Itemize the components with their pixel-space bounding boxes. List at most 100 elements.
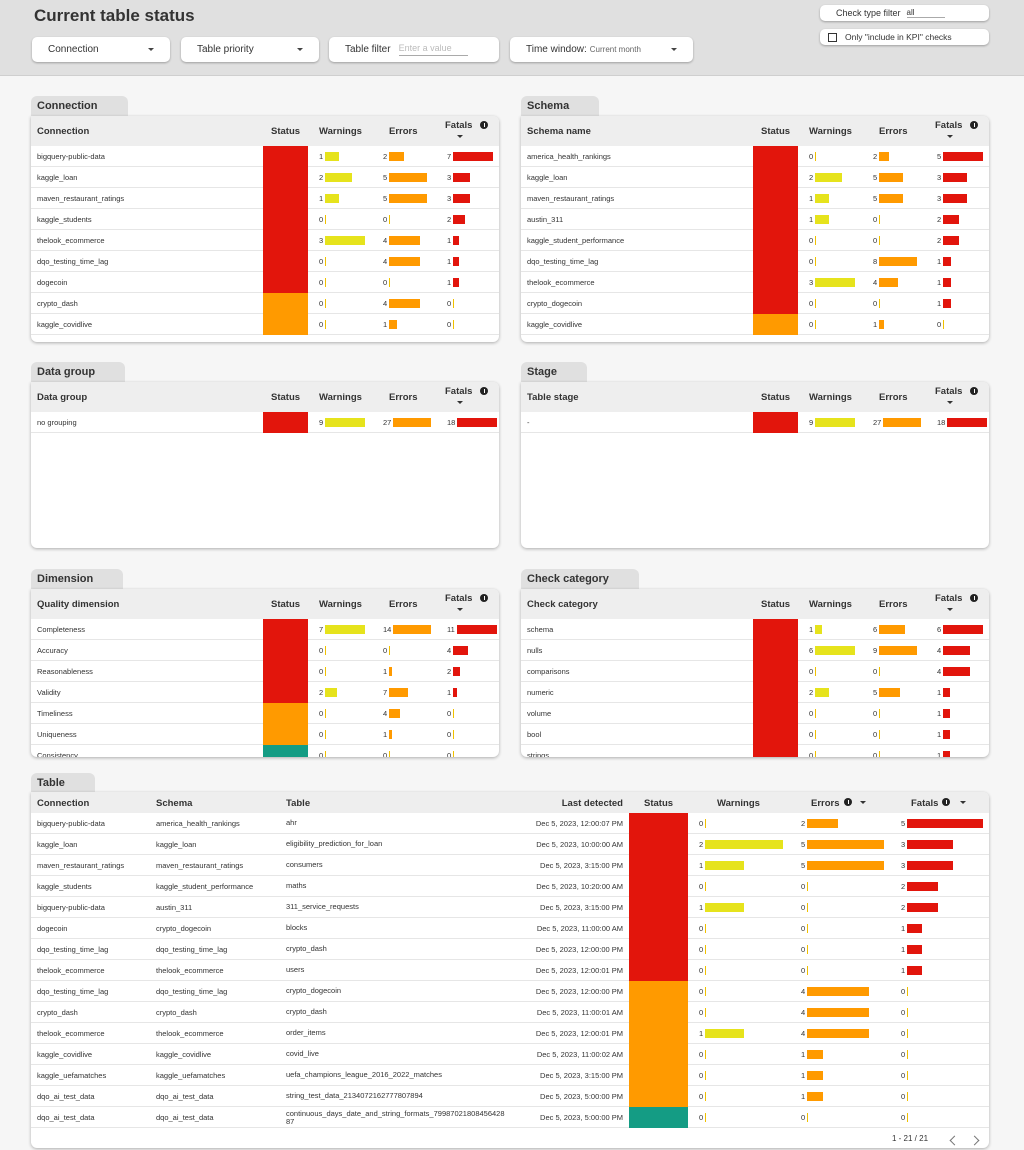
sort-arrow[interactable] — [457, 401, 463, 404]
fatals-bar — [907, 966, 923, 975]
errors-count: 5 — [383, 194, 388, 203]
warnings-bar — [815, 299, 817, 308]
fatals-bar — [943, 257, 952, 266]
column-header: Status — [271, 126, 301, 137]
checkbox[interactable] — [828, 32, 837, 42]
status-indicator — [753, 619, 798, 640]
schema: austin_311 — [156, 903, 193, 912]
warnings-bar — [815, 730, 817, 739]
warnings-cell: 7 — [319, 619, 366, 640]
input-placeholder[interactable]: Enter a value — [398, 43, 468, 56]
table-filter[interactable]: Table filter Enter a value — [329, 37, 499, 62]
fatals-bar — [453, 194, 471, 203]
row-name: comparisons — [527, 667, 570, 676]
warnings-count: 6 — [809, 646, 814, 655]
table-rows: bigquery-public-data america_health_ranki… — [31, 813, 989, 1128]
sort-arrow[interactable] — [860, 801, 866, 804]
value: all — [906, 8, 945, 18]
column-header: Errors — [389, 392, 418, 403]
fatals-bar — [453, 646, 468, 655]
warnings-cell: 0 — [699, 1002, 707, 1023]
row-name: schema — [527, 625, 554, 634]
panel-card: Table stage Status Warnings Errors Fatals - 9 2… — [521, 382, 989, 548]
errors-cell: 5 — [801, 834, 885, 855]
status-indicator — [629, 1044, 688, 1065]
fatals-bar — [907, 1050, 909, 1059]
errors-count: 9 — [873, 646, 878, 655]
warnings-cell: 1 — [699, 1023, 745, 1044]
table-row: dogecoin 0 0 1 — [31, 272, 499, 293]
warnings-count: 0 — [809, 299, 814, 308]
sort-arrow[interactable] — [947, 608, 953, 611]
sort-arrow[interactable] — [960, 801, 966, 804]
warnings-count: 0 — [809, 709, 814, 718]
check-type-filter[interactable]: Check type filter all — [820, 5, 989, 21]
sort-arrow[interactable] — [947, 401, 953, 404]
table-row: Uniqueness 0 1 0 — [31, 724, 499, 745]
errors-count: 0 — [873, 730, 878, 739]
fatals-count: 4 — [937, 646, 942, 655]
last-detected: Dec 5, 2023, 12:00:00 PM — [535, 987, 623, 996]
warnings-cell: 0 — [319, 661, 327, 682]
warnings-bar — [705, 1050, 707, 1059]
fatals-cell: 1 — [937, 745, 950, 757]
next-page[interactable] — [969, 1135, 980, 1146]
errors-bar — [807, 903, 809, 912]
sort-arrow[interactable] — [457, 608, 463, 611]
connection: bigquery-public-data — [37, 903, 105, 912]
errors-count: 0 — [801, 1113, 806, 1122]
warnings-count: 0 — [699, 966, 704, 975]
warnings-count: 0 — [699, 882, 704, 891]
table-row: dqo_ai_test_data dqo_ai_test_data continuo… — [31, 1107, 989, 1128]
warnings-count: 7 — [319, 625, 324, 634]
warnings-cell: 0 — [809, 293, 817, 314]
prev-page[interactable] — [949, 1135, 960, 1146]
sort-arrow[interactable] — [947, 135, 953, 138]
fatals-bar — [907, 1113, 909, 1122]
time-window-filter[interactable]: Time window: Current month — [510, 37, 693, 62]
fatals-cell: 3 — [447, 167, 471, 188]
status-indicator — [263, 619, 308, 640]
status-indicator — [263, 188, 308, 209]
status-indicator — [263, 167, 308, 188]
warnings-bar — [325, 646, 327, 655]
connection-filter[interactable]: Connection — [32, 37, 170, 62]
warnings-bar — [325, 194, 339, 203]
schema: crypto_dash — [156, 1008, 197, 1017]
errors-count: 8 — [873, 257, 878, 266]
fatals-count: 1 — [937, 751, 942, 757]
kpi-checkbox[interactable]: Only "include in KPI" checks — [820, 29, 989, 45]
errors-count: 27 — [873, 418, 882, 427]
fatals-count: 3 — [901, 840, 906, 849]
sort-arrow[interactable] — [457, 135, 463, 138]
panel-rows: Completeness 7 14 11 Accuracy 0 0 4 Reasonablene… — [31, 619, 499, 757]
status-indicator — [629, 918, 688, 939]
warnings-bar — [705, 1113, 707, 1122]
panel-rows: america_health_rankings 0 2 5 kaggle_loan 2 5 3… — [521, 146, 989, 342]
warnings-cell: 3 — [319, 230, 366, 251]
label: Table filter — [345, 44, 391, 55]
table-row: no grouping 9 27 18 — [31, 412, 499, 433]
status-indicator — [263, 682, 308, 703]
errors-count: 4 — [801, 1029, 806, 1038]
priority-filter[interactable]: Table priority — [181, 37, 319, 62]
table-card: Connection Schema Table Last detected Status… — [31, 792, 989, 1148]
warnings-cell: 0 — [699, 960, 707, 981]
errors-cell: 0 — [801, 897, 809, 918]
warnings-count: 0 — [809, 730, 814, 739]
errors-bar — [879, 646, 918, 655]
panel-tab: Stage — [521, 362, 587, 383]
warnings-cell: 0 — [699, 981, 707, 1002]
warnings-count: 0 — [699, 987, 704, 996]
fatals-count: 1 — [937, 688, 942, 697]
row-name: no grouping — [37, 418, 77, 427]
table-row: crypto_dogecoin 0 0 1 — [521, 293, 989, 314]
table-row: Reasonableness 0 1 2 — [31, 661, 499, 682]
errors-bar — [389, 257, 420, 266]
fatals-count: 1 — [447, 236, 452, 245]
status-indicator — [629, 855, 688, 876]
warnings-cell: 1 — [699, 897, 745, 918]
table-row: kaggle_uefamatches kaggle_uefamatches uefa… — [31, 1065, 989, 1086]
errors-count: 5 — [801, 861, 806, 870]
warnings-bar — [325, 299, 327, 308]
